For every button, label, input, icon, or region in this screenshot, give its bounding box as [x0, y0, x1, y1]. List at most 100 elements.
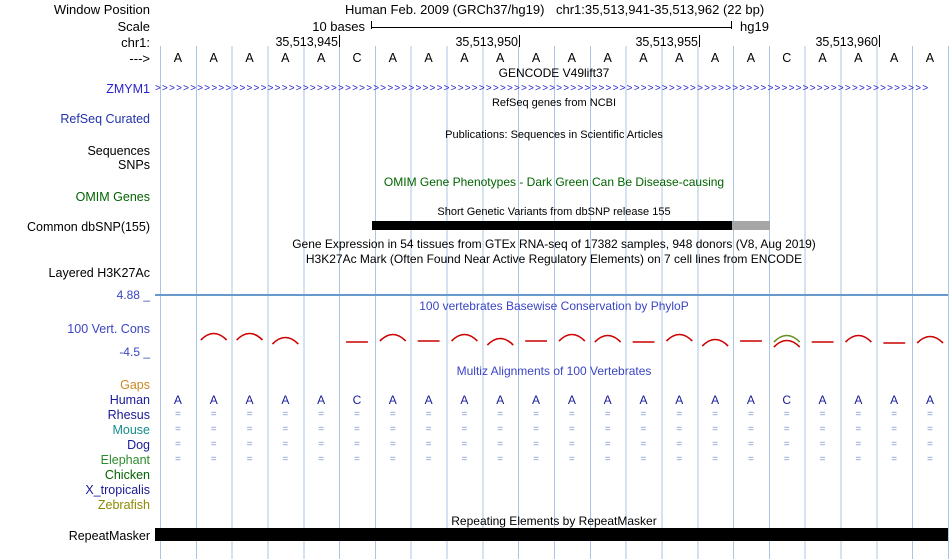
base-letter: A	[567, 51, 577, 65]
align-mark: =	[246, 409, 253, 420]
multiz-row-dog: = = = = = = = = = = = = = = = = = = = = = =	[160, 438, 948, 453]
phylop-min-label: -4.5 _	[119, 345, 150, 359]
gene-label[interactable]: ZMYM1	[106, 82, 150, 96]
multiz-row-mouse: = = = = = = = = = = = = = = = = = = = = = =	[160, 423, 948, 438]
align-mark: =	[712, 424, 719, 435]
h3k27ac-signal-line[interactable]	[155, 294, 948, 296]
align-mark: =	[676, 454, 683, 465]
align-mark: =	[819, 454, 826, 465]
align-mark: =	[318, 424, 325, 435]
align-mark: =	[927, 439, 933, 450]
align-mark: =	[568, 409, 575, 420]
align-mark: =	[747, 424, 754, 435]
align-mark: =	[282, 409, 289, 420]
align-mark: =	[783, 454, 790, 465]
base-letter: A	[496, 51, 505, 65]
align-mark: =	[747, 454, 754, 465]
base-gridlines	[160, 46, 949, 559]
species-label-dog[interactable]: Dog	[127, 438, 150, 452]
base-letter: A	[388, 51, 397, 65]
ruler-tick	[519, 35, 520, 47]
ruler-tick-label: 35,513,955	[635, 35, 698, 49]
align-mark: =	[533, 409, 539, 420]
position-range: chr1:35,513,941-35,513,962 (22 bp)	[556, 2, 765, 17]
align-mark: =	[891, 439, 898, 450]
phylop-title[interactable]: 100 vertebrates Basewise Conservation by…	[419, 299, 689, 313]
repeatmasker-bar[interactable]	[155, 528, 948, 541]
align-mark: =	[425, 439, 432, 450]
dbsnp-variant-bar[interactable]	[372, 221, 732, 230]
align-mark: =	[210, 439, 217, 450]
align-mark: =	[461, 409, 468, 420]
sequences-label[interactable]: Sequences	[87, 144, 150, 158]
align-mark: =	[425, 424, 432, 435]
base-letter: A	[245, 51, 254, 65]
align-mark: =	[497, 424, 504, 435]
align-mark: =	[354, 454, 360, 465]
species-label-gaps[interactable]: Gaps	[120, 378, 150, 392]
base-letter: A	[281, 51, 290, 65]
align-mark: =	[354, 409, 360, 420]
repeatmasker-title[interactable]: Repeating Elements by RepeatMasker	[451, 514, 657, 528]
base-letter: A	[711, 393, 720, 407]
h3k27ac-title[interactable]: H3K27Ac Mark (Often Found Near Active Re…	[305, 252, 803, 266]
repeatmasker-label[interactable]: RepeatMasker	[68, 529, 150, 543]
gene-arrows[interactable]: >>>>>>>>>>>>>>>>>>>>>>>>>>>>>>>>>>>>>>>>…	[155, 83, 930, 94]
dbsnp-label[interactable]: Common dbSNP(155)	[27, 220, 150, 234]
base-letter: A	[460, 393, 469, 407]
align-mark: =	[747, 439, 754, 450]
align-mark: =	[783, 439, 790, 450]
dbsnp-variant-bar-gray-segment[interactable]	[732, 221, 770, 230]
base-letter: C	[782, 393, 792, 407]
multiz-row-chicken	[160, 468, 948, 483]
base-letter: A	[854, 393, 863, 407]
multiz-row-elephant: = = = = = = = = = = = = = = = = = = = = = =	[160, 453, 948, 468]
species-label-mouse[interactable]: Mouse	[112, 423, 150, 437]
align-mark: =	[604, 424, 611, 435]
species-label-chicken[interactable]: Chicken	[104, 468, 150, 482]
multiz-title[interactable]: Multiz Alignments of 100 Vertebrates	[456, 364, 652, 378]
base-letter: A	[890, 393, 899, 407]
snps-label[interactable]: SNPs	[118, 158, 150, 172]
publications-title[interactable]: Publications: Sequences in Scientific Ar…	[445, 129, 663, 141]
h3k27ac-label[interactable]: Layered H3K27Ac	[48, 266, 150, 280]
align-mark: =	[318, 409, 325, 420]
phylop-wiggle[interactable]	[160, 324, 948, 356]
base-letter: A	[746, 393, 755, 407]
scale-ruler-left-tick	[371, 21, 372, 29]
align-mark: =	[604, 439, 611, 450]
align-mark: =	[927, 409, 933, 420]
align-mark: =	[461, 424, 468, 435]
multiz-alignment-rows: A A A A A C A A A A A A A A A A A C A A A A = = = = = = = = = = = = = = = = = =…	[160, 378, 948, 513]
align-mark: =	[497, 439, 504, 450]
omim-genes-label[interactable]: OMIM Genes	[75, 190, 150, 204]
gtex-title[interactable]: Gene Expression in 54 tissues from GTEx …	[292, 237, 816, 251]
scale-ruler-right-tick	[731, 21, 732, 29]
phylop-label[interactable]: 100 Vert. Cons	[67, 322, 150, 336]
align-mark: =	[712, 454, 719, 465]
species-label-rhesus[interactable]: Rhesus	[107, 408, 150, 422]
align-mark: =	[783, 424, 790, 435]
refseq-title[interactable]: RefSeq genes from NCBI	[491, 97, 617, 109]
species-label-x_tropicalis[interactable]: X_tropicalis	[85, 483, 150, 497]
species-label-elephant[interactable]: Elephant	[100, 453, 150, 467]
align-mark: =	[604, 454, 611, 465]
align-mark: =	[246, 454, 253, 465]
omim-title[interactable]: OMIM Gene Phenotypes - Dark Green Can Be…	[383, 175, 725, 189]
gencode-title[interactable]: GENCODE V49lift37	[498, 66, 610, 80]
species-label-human[interactable]: Human	[109, 393, 150, 407]
align-mark: =	[783, 409, 790, 420]
align-mark: =	[747, 409, 754, 420]
base-letter: C	[352, 393, 362, 407]
align-mark: =	[425, 454, 432, 465]
align-mark: =	[676, 409, 683, 420]
refseq-curated-label[interactable]: RefSeq Curated	[60, 112, 150, 126]
dbsnp-title[interactable]: Short Genetic Variants from dbSNP releas…	[437, 206, 671, 218]
species-label-zebrafish[interactable]: Zebrafish	[97, 498, 150, 512]
align-mark: =	[282, 424, 289, 435]
assembly-title: Human Feb. 2009 (GRCh37/hg19)	[345, 2, 545, 17]
base-letter: A	[603, 393, 612, 407]
base-letter: A	[889, 51, 899, 65]
align-mark: =	[354, 439, 360, 450]
base-letter: A	[388, 393, 397, 407]
